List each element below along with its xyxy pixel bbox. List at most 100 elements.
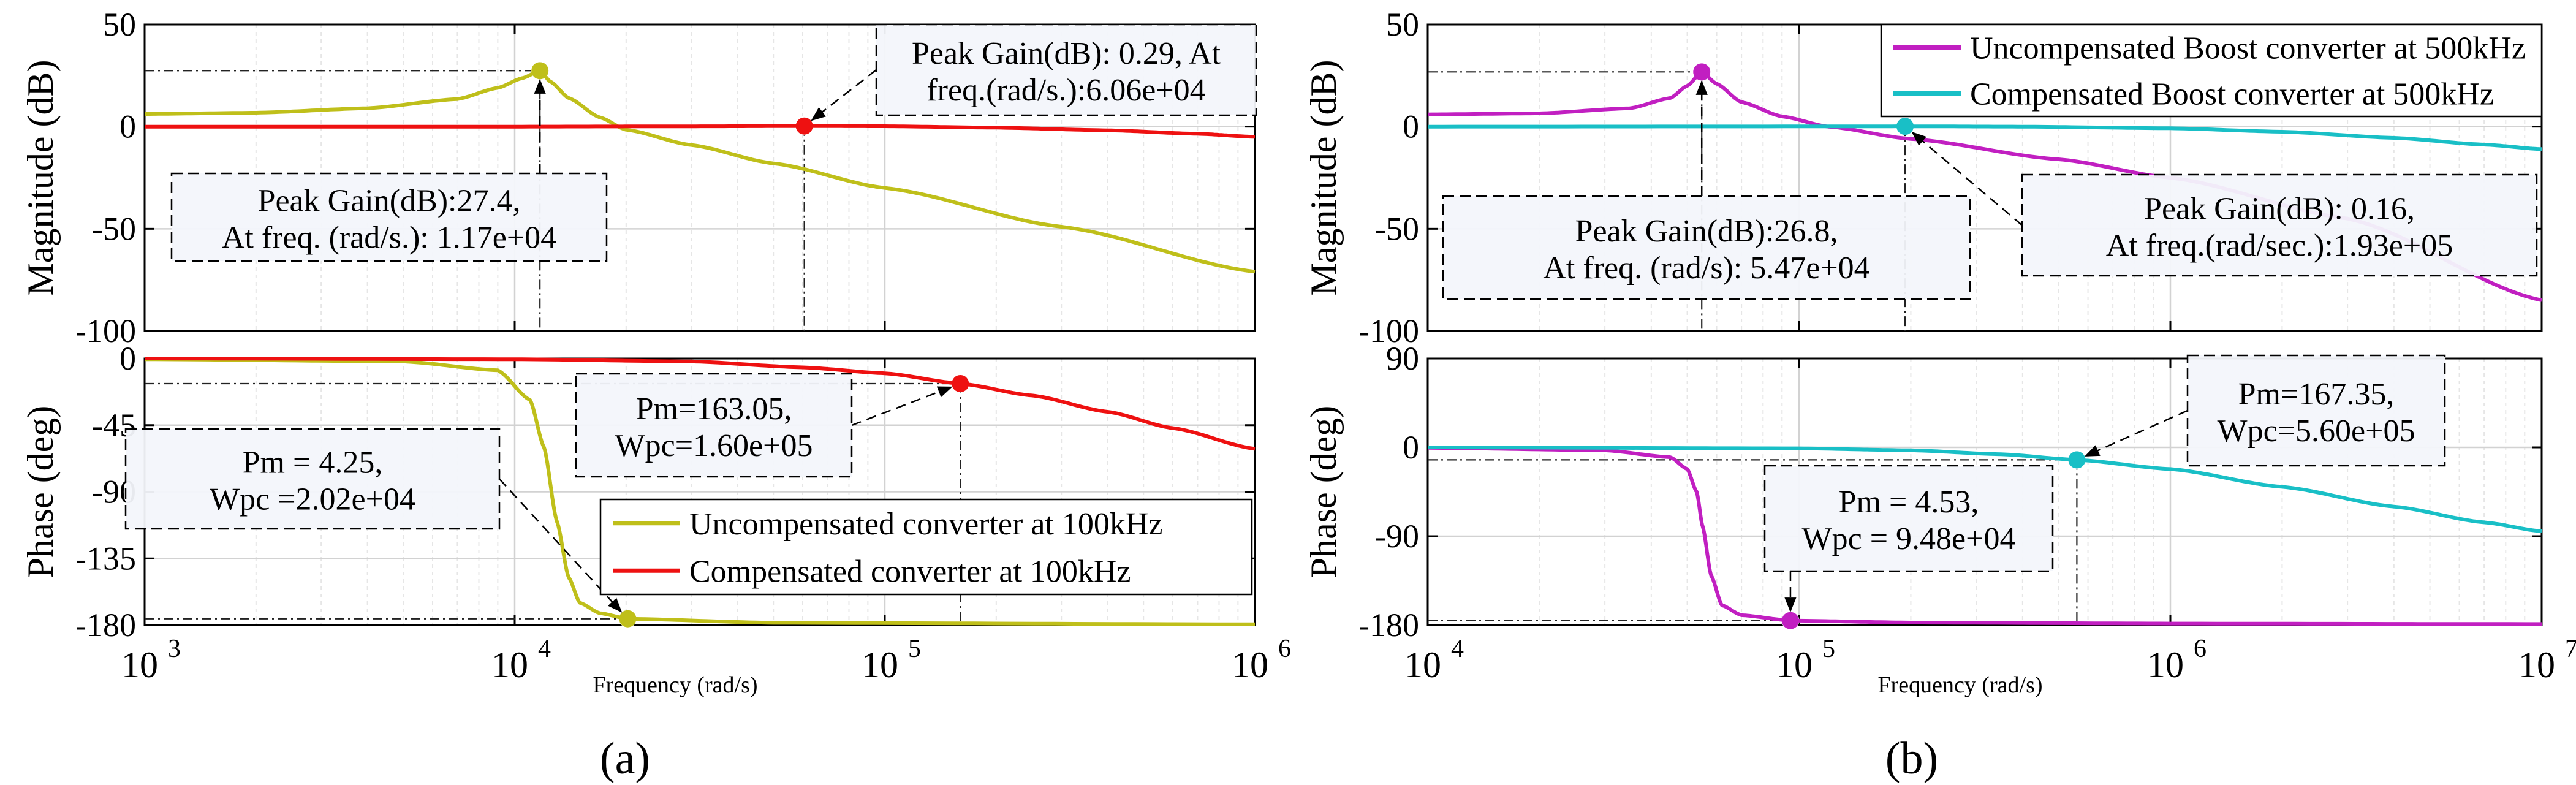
magnitude-marker-dot xyxy=(1896,118,1914,135)
x-tick-label: 10 6 xyxy=(2147,635,2207,685)
phase-series-compensated xyxy=(1428,446,2542,533)
magnitude-marker-dot xyxy=(531,62,549,80)
magnitude-annotation-arrow xyxy=(1911,131,2023,226)
phase-plot: 90 0 -90 -180 Phase (deg) Pm = 4.53,Wpc = 9.4… xyxy=(1303,340,2543,643)
x-tick-label: 10 4 xyxy=(491,635,551,685)
phase-marker-dot xyxy=(952,374,969,392)
magnitude-ylabel: Magnitude (dB) xyxy=(1303,60,1344,296)
magnitude-annotation-text: At freq. (rad/s.): 1.17e+04 xyxy=(222,221,556,256)
y-tick-label: 90 xyxy=(1386,340,1419,377)
phase-annotation-text: Wpc = 9.48e+04 xyxy=(1802,521,2016,556)
magnitude-annotation-text: Peak Gain(dB): 0.16, xyxy=(2144,192,2415,227)
phase-annotation-text: Wpc=5.60e+05 xyxy=(2218,414,2415,449)
magnitude-marker-dot xyxy=(1693,63,1711,81)
y-tick-label: -100 xyxy=(1358,313,1419,349)
phase-frame xyxy=(1426,357,2543,626)
magnitude-annotation-box xyxy=(1442,195,1971,300)
magnitude-ylabel: Magnitude (dB) xyxy=(20,60,61,296)
legend-label: Compensated Boost converter at 500kHz xyxy=(1970,77,2494,112)
phase-annotation-box xyxy=(124,428,501,530)
x-tick-exponent: 6 xyxy=(1278,635,1291,663)
x-tick-exponent: 4 xyxy=(538,635,551,663)
phase-series-uncompensated xyxy=(1427,446,2542,626)
legend-label: Compensated converter at 100kHz xyxy=(689,554,1131,589)
x-tick-exponent: 3 xyxy=(168,635,181,663)
legend-label: Uncompensated converter at 100kHz xyxy=(689,507,1162,542)
phase-marker-dot xyxy=(619,610,637,628)
phase-annotation-text: Pm=167.35, xyxy=(2238,377,2395,412)
legend: Uncompensated converter at 100kHz Compens… xyxy=(599,498,1253,596)
x-tick-base: 10 xyxy=(1404,645,1441,685)
x-tick-base: 10 xyxy=(2518,645,2555,685)
magnitude-series-compensated xyxy=(1428,124,2542,151)
magnitude-series-uncompensated xyxy=(1427,70,2542,302)
x-tick-exponent: 7 xyxy=(2565,635,2576,663)
magnitude-annotation-text: Peak Gain(dB):27.4, xyxy=(258,184,521,219)
magnitude-annotation-text: At freq.(rad/sec.):1.93e+05 xyxy=(2106,229,2453,264)
magnitude-annotation-box xyxy=(875,23,1257,116)
x-tick-base: 10 xyxy=(1776,645,1813,685)
y-tick-label: 0 xyxy=(119,340,136,377)
magnitude-annotation-text: freq.(rad/s.):6.06e+04 xyxy=(926,73,1205,108)
x-tick-exponent: 5 xyxy=(908,635,921,663)
phase-marker-dot xyxy=(1781,612,1799,629)
x-axis-label: Frequency (rad/s) xyxy=(593,672,757,698)
phase-annotation-box xyxy=(1763,465,2054,572)
phase-annotation-arrow xyxy=(851,386,953,427)
phase-series-compensated xyxy=(145,357,1256,451)
y-tick-label: 0 xyxy=(119,108,136,145)
phase-annotation-arrow xyxy=(2084,409,2188,457)
phase-ylabel: Phase (deg) xyxy=(1303,406,1344,578)
y-tick-label: -100 xyxy=(75,313,136,349)
x-tick-base: 10 xyxy=(2147,645,2184,685)
magnitude-annotation-text: Peak Gain(dB): 0.29, At xyxy=(912,36,1221,71)
magnitude-annotation-arrow xyxy=(811,69,877,121)
x-tick-label: 10 5 xyxy=(1776,635,1835,685)
x-axis-label: Frequency (rad/s) xyxy=(1877,672,2042,698)
phase-annotation-text: Wpc =2.02e+04 xyxy=(210,482,415,517)
x-tick-exponent: 4 xyxy=(1451,635,1464,663)
phase-annotation-text: Pm = 4.53, xyxy=(1839,485,1979,520)
magnitude-frame xyxy=(143,23,1256,332)
y-tick-label: 50 xyxy=(1386,6,1419,43)
x-tick-label: 10 6 xyxy=(1232,635,1291,685)
x-tick-label: 10 7 xyxy=(2518,635,2576,685)
x-tick-label: 10 4 xyxy=(1404,635,1464,685)
x-tick-label: 10 3 xyxy=(121,635,181,685)
panel-label: (a) xyxy=(600,734,650,784)
phase-marker-dot xyxy=(2068,451,2086,469)
y-tick-label: 50 xyxy=(103,6,136,43)
x-tick-base: 10 xyxy=(862,645,898,685)
legend-box xyxy=(1880,23,2543,118)
y-tick-label: -50 xyxy=(92,210,136,247)
legend-box xyxy=(599,498,1253,596)
magnitude-plot: 50 0 -50 -100 Magnitude (dB) Peak Gain(dB):27… xyxy=(20,6,1257,349)
y-tick-label: -180 xyxy=(75,607,136,643)
magnitude-series-uncompensated xyxy=(145,69,1256,274)
phase-annotation-box xyxy=(575,373,853,478)
y-tick-label: -135 xyxy=(75,540,136,577)
legend: Uncompensated Boost converter at 500kHz C… xyxy=(1880,23,2543,118)
phase-series-uncompensated xyxy=(144,357,1256,626)
x-tick-base: 10 xyxy=(491,645,528,685)
x-tick-exponent: 5 xyxy=(1822,635,1835,663)
magnitude-annotation-text: Peak Gain(dB):26.8, xyxy=(1575,214,1838,249)
phase-annotation-text: Pm = 4.25, xyxy=(243,446,383,480)
magnitude-series-compensated xyxy=(145,124,1256,139)
x-tick-label: 10 5 xyxy=(862,635,921,685)
y-tick-label: -90 xyxy=(1375,518,1419,555)
panel-label: (b) xyxy=(1885,734,1938,784)
legend-label: Uncompensated Boost converter at 500kHz xyxy=(1970,31,2526,66)
magnitude-marker-dot xyxy=(795,117,813,135)
phase-annotation-text: Pm=163.05, xyxy=(636,392,792,427)
phase-annotation-box xyxy=(2186,354,2446,467)
x-tick-exponent: 6 xyxy=(2194,635,2207,663)
magnitude-annotation-text: At freq. (rad/s): 5.47e+04 xyxy=(1543,251,1869,286)
x-tick-base: 10 xyxy=(1232,645,1268,685)
y-tick-label: -50 xyxy=(1375,210,1419,247)
magnitude-annotation-box xyxy=(170,172,608,262)
